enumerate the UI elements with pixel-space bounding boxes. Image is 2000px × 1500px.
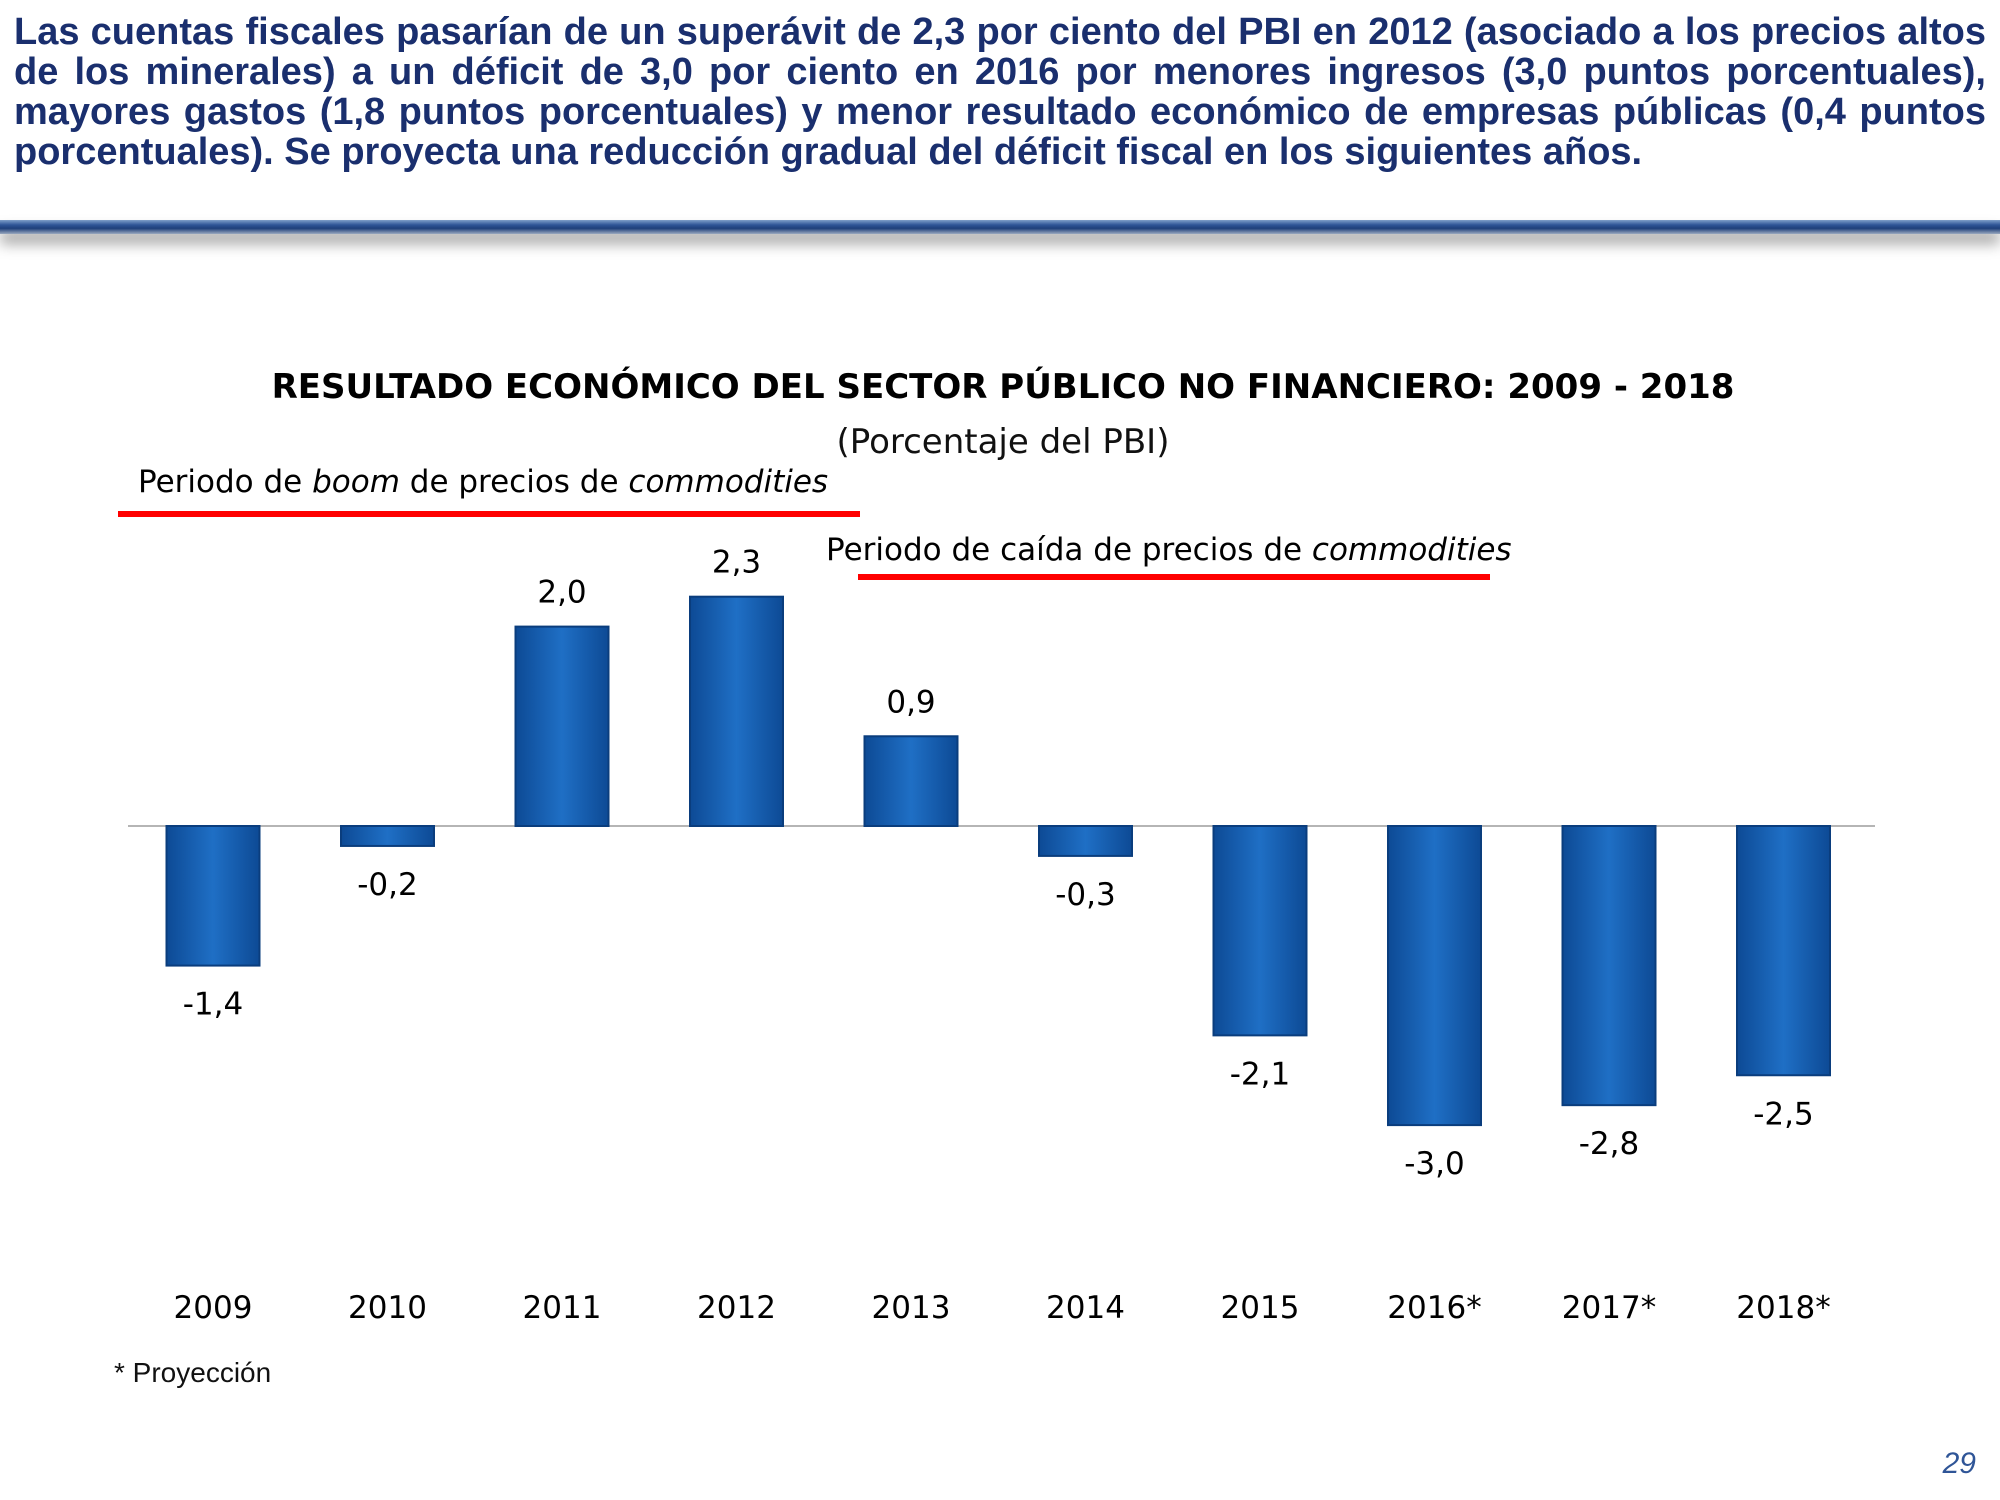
- footnote: * Proyección: [114, 1357, 272, 1388]
- period-annotations: Periodo de boom de precios de commoditie…: [118, 464, 1512, 580]
- bar-2014: [1038, 825, 1133, 857]
- category-label-2011: 2011: [523, 1290, 602, 1326]
- bar-2016*: [1387, 825, 1482, 1127]
- value-label-2018*: -2,5: [1753, 1096, 1814, 1132]
- bar-2013: [863, 735, 959, 828]
- value-label-2012: 2,3: [712, 545, 761, 581]
- bar-2010: [340, 825, 435, 847]
- chart-subtitle: (Porcentaje del PBI): [837, 422, 1170, 462]
- annotation-fall-label: Periodo de caída de precios de commoditi…: [826, 532, 1512, 568]
- category-label-2010: 2010: [348, 1290, 427, 1326]
- value-label-2009: -1,4: [183, 987, 244, 1023]
- category-labels: 2009 2010 2011 2012 2013 2014 2015 2016* 2017* 20…: [174, 1290, 1831, 1326]
- category-label-2012: 2012: [697, 1290, 776, 1326]
- category-label-2017*: 2017*: [1562, 1290, 1656, 1326]
- chart-title: RESULTADO ECONÓMICO DEL SECTOR PÚBLICO N…: [272, 366, 1735, 407]
- bar-2009: [165, 825, 261, 967]
- value-label-2015: -2,1: [1230, 1056, 1291, 1092]
- category-label-2014: 2014: [1046, 1290, 1125, 1326]
- value-label-2011: 2,0: [537, 575, 586, 611]
- category-label-2009: 2009: [174, 1290, 253, 1326]
- category-label-2015: 2015: [1221, 1290, 1300, 1326]
- value-label-2017*: -2,8: [1579, 1126, 1640, 1162]
- header-rule: [0, 220, 2000, 234]
- category-label-2016*: 2016*: [1387, 1290, 1481, 1326]
- bar-2017*: [1561, 825, 1657, 1107]
- value-label-2016*: -3,0: [1404, 1146, 1465, 1182]
- value-label-2013: 0,9: [886, 684, 935, 720]
- bars: [165, 595, 1831, 1127]
- page-number: 29: [1942, 1447, 1976, 1480]
- bar-2018*: [1736, 825, 1831, 1077]
- value-labels: -1,4 -0,2 2,0 2,3 0,9 -0,3 -2,1 -3,0 -2,8 -2,5: [183, 545, 1814, 1182]
- category-label-2013: 2013: [872, 1290, 951, 1326]
- category-label-2018*: 2018*: [1736, 1290, 1830, 1326]
- value-label-2010: -0,2: [357, 867, 418, 903]
- bar-2012: [689, 595, 784, 827]
- bar-2015: [1212, 825, 1308, 1037]
- headline: Las cuentas fiscales pasarían de un supe…: [14, 11, 1986, 173]
- annotation-boom-label: Periodo de boom de precios de commoditie…: [138, 464, 828, 500]
- bar-2011: [514, 625, 610, 827]
- value-label-2014: -0,3: [1055, 877, 1116, 913]
